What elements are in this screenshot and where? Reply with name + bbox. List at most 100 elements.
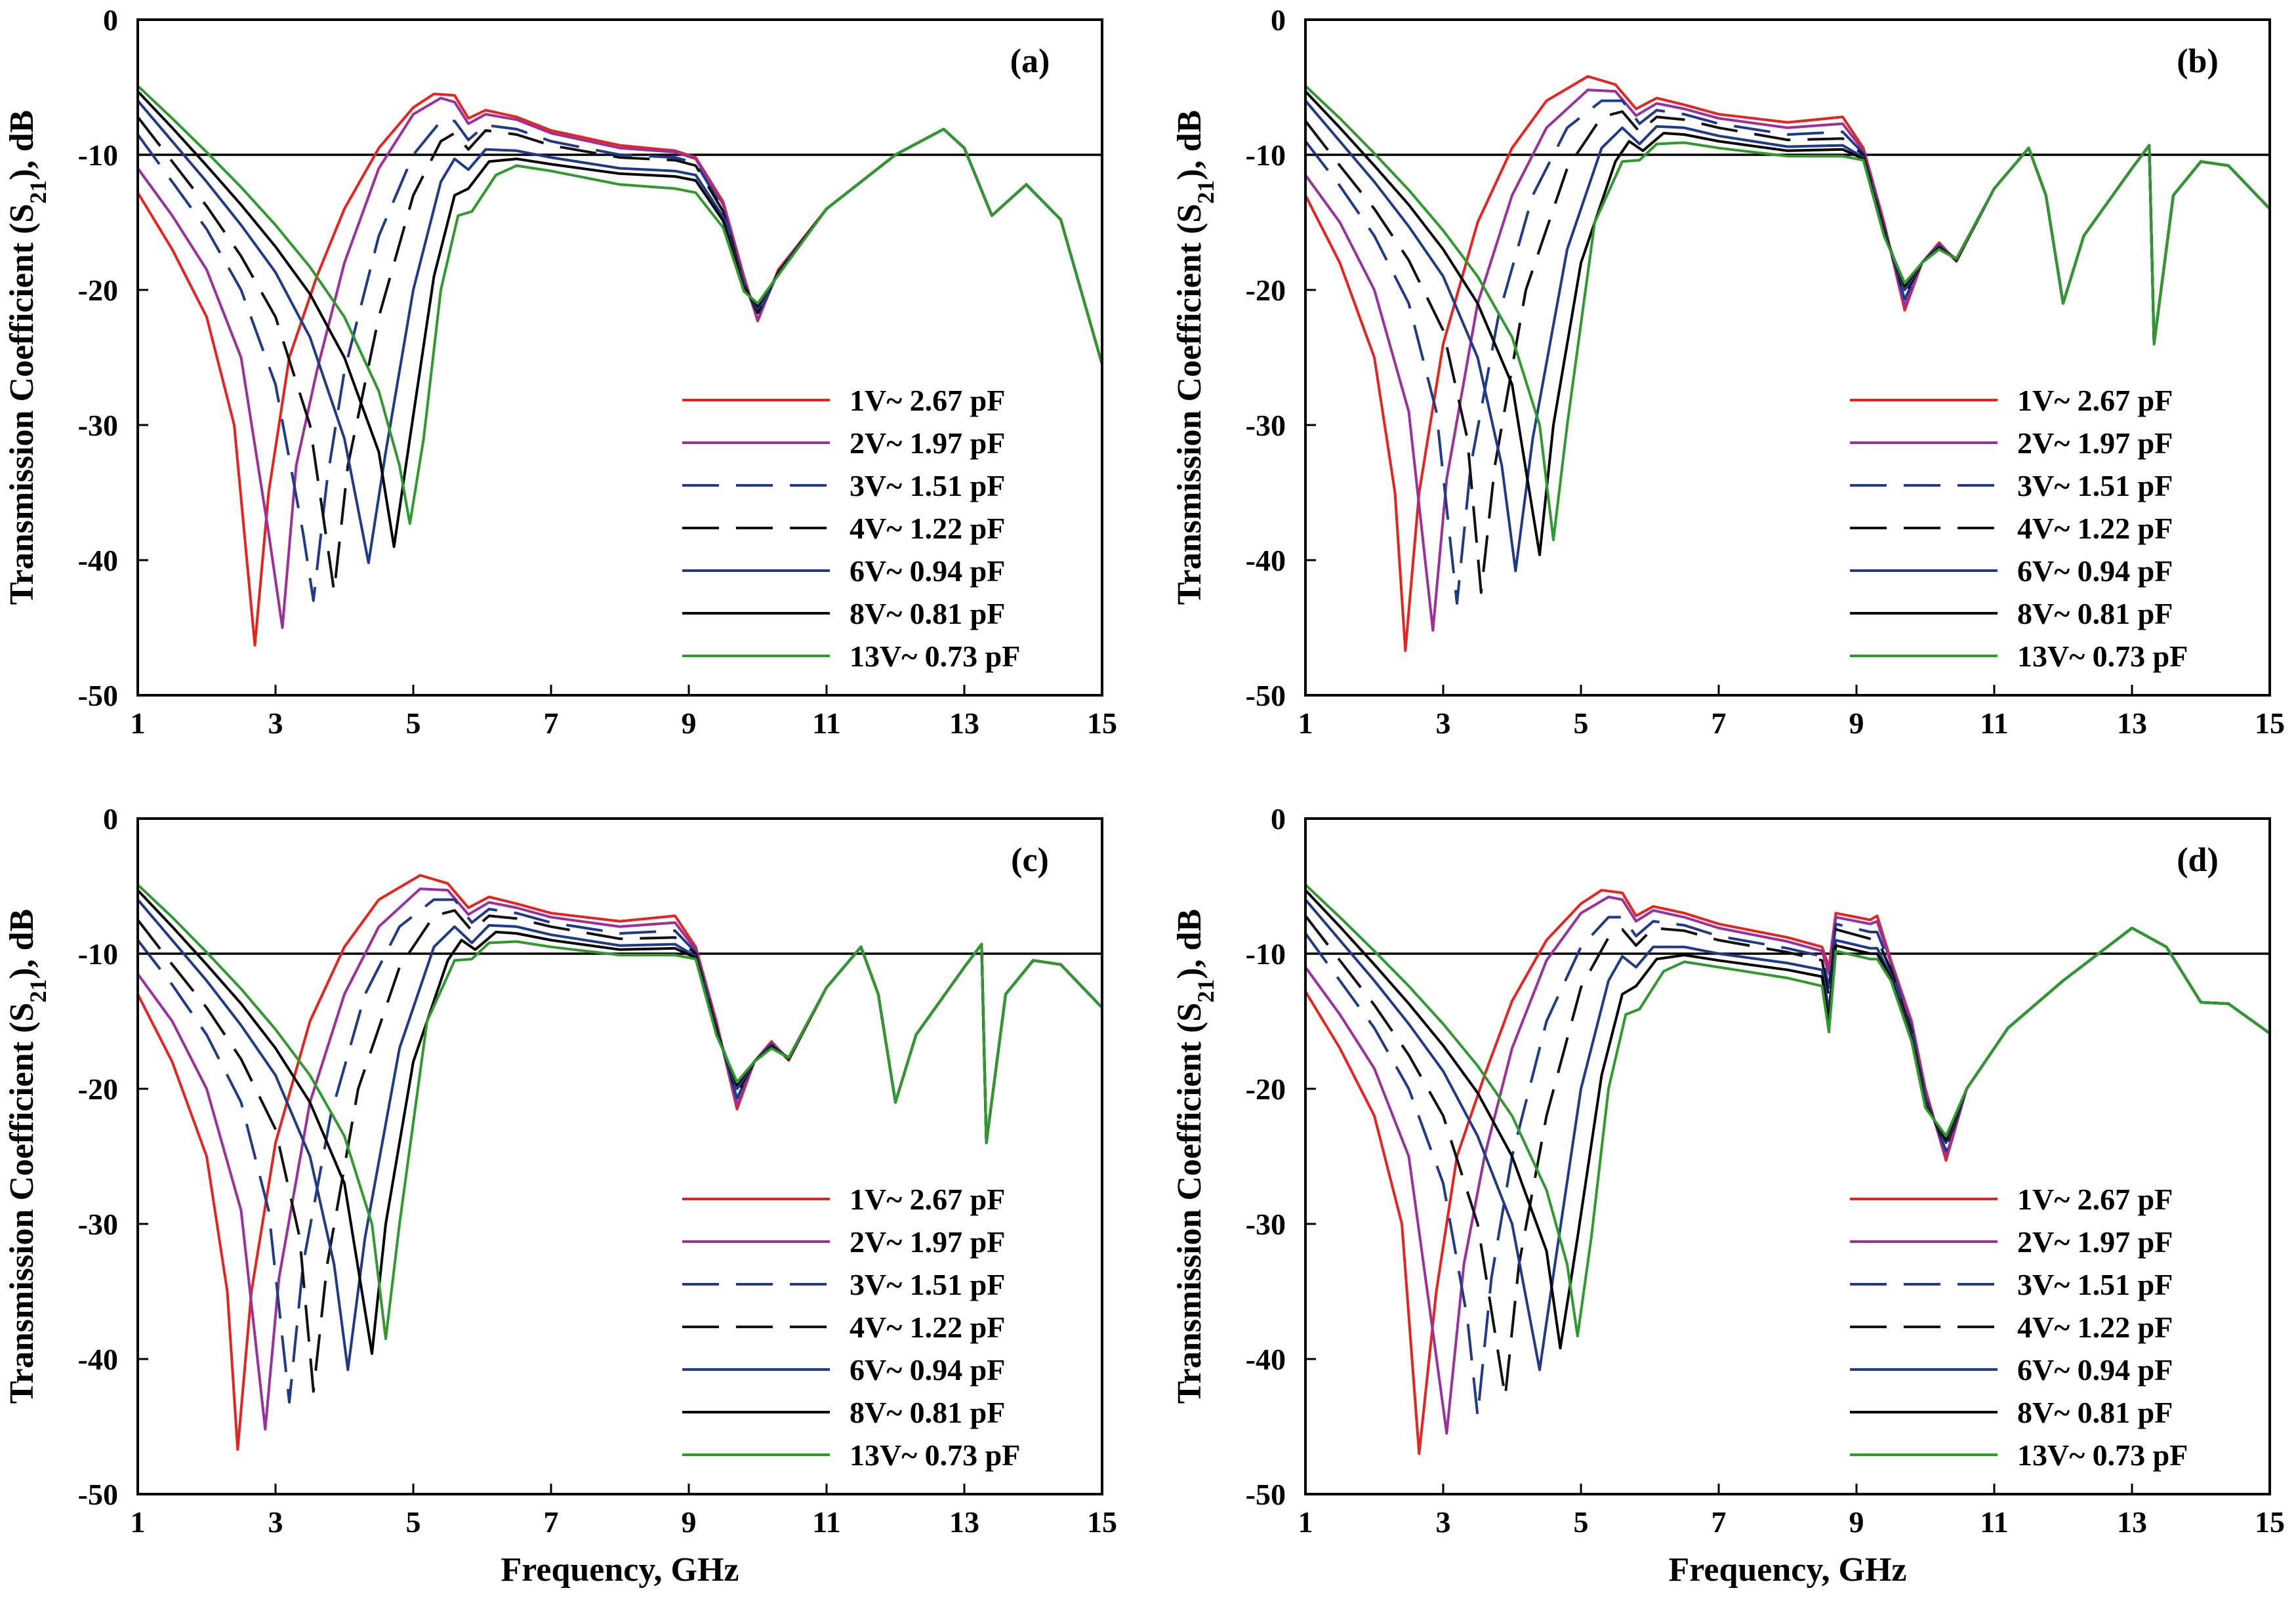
y-tick-label: -30 [1246, 1208, 1286, 1241]
x-tick-label: 9 [682, 1505, 697, 1539]
x-tick-label: 13 [949, 706, 979, 740]
x-tick-label: 11 [812, 706, 840, 740]
x-tick-label: 5 [406, 1505, 421, 1539]
curves [138, 85, 1102, 647]
curves [138, 874, 1102, 1451]
y-tick-label: -30 [78, 1208, 118, 1241]
y-tick-label: -40 [1246, 544, 1286, 577]
legend-label-5: 6V~ 0.94 pF [2017, 1353, 2173, 1387]
legend-label-1: 1V~ 2.67 pF [2017, 384, 2173, 417]
y-tick-label: 0 [103, 3, 118, 37]
panel-label: (b) [2177, 43, 2219, 80]
x-tick-label: 3 [268, 706, 283, 740]
legend-label-6: 8V~ 0.81 pF [850, 1396, 1005, 1429]
series-line-7 [138, 85, 1102, 525]
series-line-7 [1305, 883, 2270, 1337]
y-axis-label: Transmission Coefficient (S21), dB [3, 110, 51, 605]
legend-label-5: 6V~ 0.94 pF [850, 554, 1005, 588]
series-line-2 [138, 96, 1102, 629]
x-tick-label: 7 [1712, 1505, 1727, 1539]
y-axis-label: Transmission Coefficient (S21), dB [1171, 110, 1219, 605]
legend-label-4: 4V~ 1.22 pF [2017, 512, 2173, 545]
y-tick-label: -20 [1246, 1072, 1286, 1106]
x-tick-label: 5 [1574, 706, 1589, 740]
y-axis-label: Transmission Coefficient (S21), dB [3, 909, 51, 1404]
curves [1305, 75, 2270, 652]
y-tick-label: -10 [78, 138, 118, 172]
legend-label-7: 13V~ 0.73 pF [850, 1438, 1020, 1472]
y-tick-label: -50 [1246, 679, 1286, 712]
legend-label-3: 3V~ 1.51 pF [2017, 1268, 2173, 1301]
x-tick-label: 15 [1087, 1505, 1117, 1539]
legend-label-6: 8V~ 0.81 pF [850, 597, 1005, 630]
y-tick-label: -40 [78, 544, 118, 577]
y-tick-label: -10 [1246, 937, 1286, 971]
x-tick-label: 11 [812, 1505, 840, 1539]
legend-label-1: 1V~ 2.67 pF [2017, 1183, 2173, 1216]
legend: 1V~ 2.67 pF 2V~ 1.97 pF 3V~ 1.51 pF 4V~ 1.2… [1850, 384, 2188, 673]
y-tick-label: 0 [103, 802, 118, 836]
series-line-7 [1305, 85, 2270, 542]
curves [1305, 883, 2270, 1455]
plot-frame [1304, 817, 2271, 1495]
x-tick-label: 13 [949, 1505, 979, 1539]
legend-label-3: 3V~ 1.51 pF [2017, 469, 2173, 502]
x-tick-label: 1 [131, 1505, 146, 1539]
x-tick-label: 13 [2117, 1505, 2147, 1539]
legend-label-6: 8V~ 0.81 pF [2017, 597, 2173, 630]
y-tick-label: -20 [78, 274, 118, 307]
legend-label-2: 2V~ 1.97 pF [2017, 426, 2173, 460]
y-tick-label: -20 [1246, 274, 1286, 307]
series-line-3 [138, 119, 1102, 602]
legend-label-5: 6V~ 0.94 pF [850, 1353, 1005, 1387]
x-axis-label: Frequency, GHz [501, 1551, 739, 1589]
x-tick-label: 7 [1712, 706, 1727, 740]
panel-d: 1 3 5 7 9 11 13 150-10-20-30-40-50Transmission … [1171, 802, 2285, 1589]
legend-label-2: 2V~ 1.97 pF [850, 1225, 1005, 1259]
x-tick-label: 3 [1436, 706, 1451, 740]
legend-label-2: 2V~ 1.97 pF [850, 426, 1005, 460]
y-tick-label: -30 [1246, 409, 1286, 442]
x-tick-label: 7 [544, 1505, 559, 1539]
legend: 1V~ 2.67 pF 2V~ 1.97 pF 3V~ 1.51 pF 4V~ 1.2… [682, 384, 1020, 673]
panel-a: 1 3 5 7 9 11 13 150-10-20-30-40-50Transmission … [3, 3, 1117, 740]
x-tick-label: 15 [2255, 706, 2285, 740]
x-tick-label: 9 [1849, 1505, 1864, 1539]
plot-frame [136, 817, 1103, 1495]
panel-b: 1 3 5 7 9 11 13 150-10-20-30-40-50Transmission … [1171, 3, 2285, 740]
legend-label-4: 4V~ 1.22 pF [2017, 1310, 2173, 1344]
y-tick-label: -10 [78, 937, 118, 971]
panel-c: 1 3 5 7 9 11 13 150-10-20-30-40-50Transmission … [3, 802, 1117, 1589]
x-tick-label: 5 [406, 706, 421, 740]
x-tick-label: 13 [2117, 706, 2147, 740]
y-tick-label: -50 [1246, 1478, 1286, 1511]
plot-frame [136, 18, 1103, 697]
x-tick-label: 9 [682, 706, 697, 740]
panel-label: (d) [2177, 842, 2219, 879]
x-tick-label: 11 [1980, 1505, 2008, 1539]
legend-label-4: 4V~ 1.22 pF [850, 1310, 1005, 1344]
x-tick-label: 15 [1087, 706, 1117, 740]
x-tick-label: 3 [1436, 1505, 1451, 1539]
y-tick-label: 0 [1271, 3, 1286, 37]
x-tick-label: 9 [1849, 706, 1864, 740]
legend-label-1: 1V~ 2.67 pF [850, 1183, 1005, 1216]
x-axis-label: Frequency, GHz [1668, 1551, 1906, 1589]
legend-label-3: 3V~ 1.51 pF [850, 469, 1005, 502]
panel-label: (a) [1010, 43, 1050, 80]
series-line-4 [138, 909, 1102, 1393]
series-line-4 [1305, 110, 2270, 594]
series-line-7 [138, 883, 1102, 1341]
y-tick-label: -40 [1246, 1343, 1286, 1376]
panel-label: (c) [1011, 842, 1049, 879]
x-tick-label: 1 [131, 706, 146, 740]
legend-label-4: 4V~ 1.22 pF [850, 512, 1005, 545]
x-tick-label: 11 [1980, 706, 2008, 740]
legend-label-2: 2V~ 1.97 pF [2017, 1225, 2173, 1259]
y-axis-label: Transmission Coefficient (S21), dB [1171, 909, 1219, 1404]
y-tick-label: -50 [78, 1478, 118, 1511]
x-tick-label: 1 [1298, 706, 1313, 740]
y-tick-label: 0 [1271, 802, 1286, 836]
legend-label-3: 3V~ 1.51 pF [850, 1268, 1005, 1301]
